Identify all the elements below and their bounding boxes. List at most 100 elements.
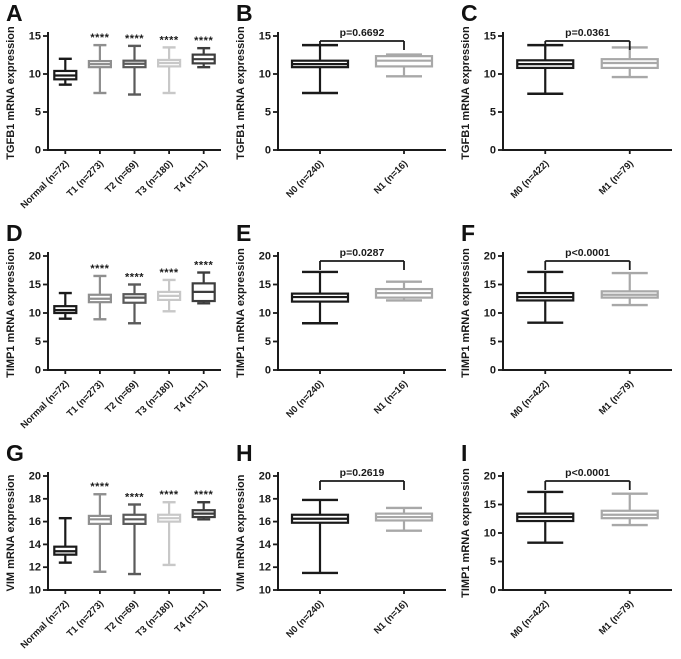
x-category-label: T4 (n=11) — [173, 158, 210, 195]
y-tick-label: 14 — [29, 539, 42, 551]
box-and-whisker-2 — [600, 492, 659, 527]
y-tick-label: 12 — [29, 562, 41, 574]
y-axis-title: TGFB1 mRNA expression — [460, 26, 472, 160]
panel-A: A 0 5 10 15 TGFB1 mRNA expression Normal (n=72… — [0, 0, 230, 220]
y-tick-label: 5 — [265, 107, 271, 119]
significance-stars: **** — [194, 35, 213, 47]
y-tick-label: 5 — [35, 336, 41, 348]
y-tick-label: 20 — [484, 471, 496, 483]
p-value-label: p=0.0287 — [340, 247, 385, 259]
y-tick-label: 10 — [484, 528, 496, 540]
x-category-label: N1 (n=16) — [372, 158, 410, 196]
x-category-label: M1 (n=79) — [597, 158, 636, 197]
y-axis-title: TIMP1 mRNA expression — [460, 248, 472, 378]
p-value-label: p=0.2619 — [340, 467, 385, 479]
comparison-bracket: p<0.0001 — [544, 247, 631, 270]
p-value-label: p=0.6692 — [340, 27, 385, 39]
y-tick-label: 18 — [259, 493, 271, 505]
panel-letter: G — [6, 440, 24, 466]
x-category-label: T3 (n=180) — [134, 598, 175, 639]
x-category-label: N0 (n=240) — [284, 598, 326, 640]
y-tick-label: 10 — [29, 585, 41, 597]
significance-stars: **** — [125, 492, 144, 504]
x-category-label: T3 (n=180) — [134, 158, 175, 199]
y-tick-label: 0 — [35, 365, 41, 377]
y-tick-label: 10 — [29, 308, 41, 320]
x-category-label: N0 (n=240) — [284, 378, 326, 420]
y-tick-label: 15 — [29, 31, 41, 43]
boxplot-H: 10 12 14 16 18 20 VIM mRNA expression N0 (n=240… — [235, 467, 446, 640]
box-and-whisker-1 — [53, 516, 78, 564]
box-and-whisker-1 — [516, 270, 575, 324]
y-axis-title: TGFB1 mRNA expression — [5, 26, 17, 160]
panel-letter: E — [236, 220, 252, 246]
box-and-whisker-1 — [290, 498, 350, 575]
significance-stars: **** — [160, 34, 179, 46]
y-tick-label: 20 — [484, 251, 496, 263]
box-and-whisker-3: **** — [122, 492, 147, 576]
x-category-label: Normal (n=72) — [19, 378, 72, 431]
panel-C: C 0 5 10 15 TGFB1 mRNA expression M0 (n=422) M1… — [455, 0, 681, 220]
panel-letter: C — [461, 0, 478, 26]
x-category-label: N1 (n=16) — [372, 378, 410, 416]
box-and-whisker-2: **** — [87, 263, 113, 321]
box-and-whisker-4: **** — [157, 34, 182, 95]
x-category-label: T1 (n=273) — [65, 158, 106, 199]
panel-letter: H — [236, 440, 253, 466]
boxplot-E: 0 5 10 15 20 TIMP1 mRNA expression N0 (n=240) N… — [235, 247, 446, 420]
box-and-whisker-5: **** — [191, 35, 216, 69]
y-axis-title: VIM mRNA expression — [5, 474, 17, 591]
y-tick-label: 12 — [259, 562, 271, 574]
x-category-label: M1 (n=79) — [597, 378, 636, 417]
box-and-whisker-2: **** — [87, 32, 113, 95]
panel-letter: D — [6, 220, 23, 246]
y-axis-title: TGFB1 mRNA expression — [235, 26, 247, 160]
y-tick-label: 10 — [484, 69, 496, 81]
boxplot-C: 0 5 10 15 TGFB1 mRNA expression M0 (n=422) M1 … — [460, 26, 672, 201]
box-and-whisker-4: **** — [157, 267, 182, 313]
y-tick-label: 10 — [259, 69, 271, 81]
y-axis-title: TIMP1 mRNA expression — [460, 468, 472, 598]
significance-stars: **** — [194, 489, 213, 501]
box-and-whisker-2 — [374, 506, 434, 532]
significance-stars: **** — [90, 481, 109, 493]
panel-G: G 10 12 14 16 18 20 VIM mRNA expression Normal (… — [0, 440, 230, 659]
y-tick-label: 20 — [29, 251, 41, 263]
y-tick-label: 18 — [29, 493, 41, 505]
x-category-label: M1 (n=79) — [597, 598, 636, 637]
box-and-whisker-1 — [290, 270, 350, 325]
significance-stars: **** — [125, 33, 144, 45]
panel-H: H 10 12 14 16 18 20 VIM mRNA expression N0 (n=24… — [230, 440, 455, 659]
significance-stars: **** — [90, 32, 109, 44]
panel-I: I 0 5 10 15 20 TIMP1 mRNA expression M0 (n=422)… — [455, 440, 681, 659]
comparison-bracket: p=0.0287 — [319, 247, 405, 270]
y-tick-label: 10 — [259, 585, 271, 597]
panel-letter: A — [6, 0, 23, 26]
y-tick-label: 0 — [490, 145, 496, 157]
significance-stars: **** — [160, 267, 179, 279]
y-tick-label: 0 — [265, 145, 271, 157]
box-and-whisker-2 — [374, 280, 434, 302]
box-and-whisker-1 — [516, 490, 575, 544]
y-tick-label: 15 — [259, 31, 271, 43]
box-and-whisker-2 — [600, 271, 659, 307]
y-tick-label: 0 — [265, 365, 271, 377]
box-and-whisker-3: **** — [122, 33, 147, 96]
y-axis-title: TIMP1 mRNA expression — [235, 248, 247, 378]
panel-letter: F — [461, 220, 476, 246]
panel-F: F 0 5 10 15 20 TIMP1 mRNA expression M0 (n=422)… — [455, 220, 681, 440]
box-and-whisker-2: **** — [87, 481, 113, 573]
panel-letter: I — [461, 440, 468, 466]
y-tick-label: 20 — [259, 471, 271, 483]
y-tick-label: 5 — [265, 336, 271, 348]
y-tick-label: 5 — [490, 556, 496, 568]
x-category-label: Normal (n=72) — [19, 598, 72, 651]
box-and-whisker-1 — [53, 57, 78, 86]
box-and-whisker-3: **** — [122, 272, 147, 325]
x-category-label: T4 (n=11) — [173, 598, 210, 635]
y-tick-label: 5 — [490, 107, 496, 119]
y-tick-label: 0 — [35, 145, 41, 157]
